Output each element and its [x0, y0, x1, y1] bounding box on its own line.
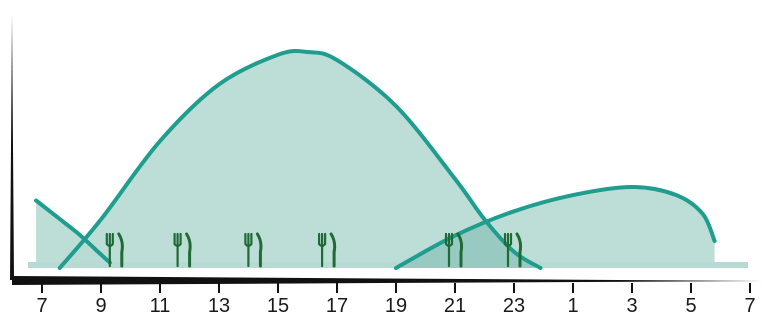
- fork-knife-icon: [444, 232, 464, 268]
- x-tick-label: 7: [744, 295, 755, 317]
- fork-knife-icon: [244, 232, 263, 268]
- x-axis: [12, 276, 766, 285]
- x-tick-label: 13: [208, 295, 230, 317]
- x-tick-label: 3: [626, 295, 637, 317]
- series-fills: [28, 50, 748, 268]
- x-tick-label: 1: [567, 295, 578, 317]
- x-tick-label: 23: [503, 295, 525, 317]
- fork-knife-icon: [105, 232, 124, 268]
- y-axis: [10, 14, 14, 280]
- x-ticks: 7 9 11 13 15 17 19 21 23 1 3 5 7: [36, 283, 756, 317]
- meal-icons: [105, 232, 523, 268]
- fork-knife-icon: [503, 232, 523, 268]
- x-tick-label: 17: [326, 295, 348, 317]
- overlap-area: [401, 224, 535, 268]
- x-tick-label: 9: [95, 295, 106, 317]
- x-tick-label: 7: [36, 295, 47, 317]
- series-1-line: [34, 198, 112, 265]
- x-tick-label: 15: [267, 295, 289, 317]
- series-3-line: [394, 185, 717, 270]
- axes: [10, 14, 766, 285]
- series-2-area: [59, 50, 541, 268]
- series-2-line: [57, 48, 543, 270]
- x-tick-label: 19: [385, 295, 407, 317]
- x-tick-label: 21: [444, 295, 466, 317]
- x-tick-label: 5: [685, 295, 696, 317]
- x-tick-label: 11: [150, 295, 171, 317]
- fork-knife-icon: [173, 232, 192, 268]
- fork-knife-icon: [318, 232, 337, 268]
- series-lines: [34, 48, 717, 270]
